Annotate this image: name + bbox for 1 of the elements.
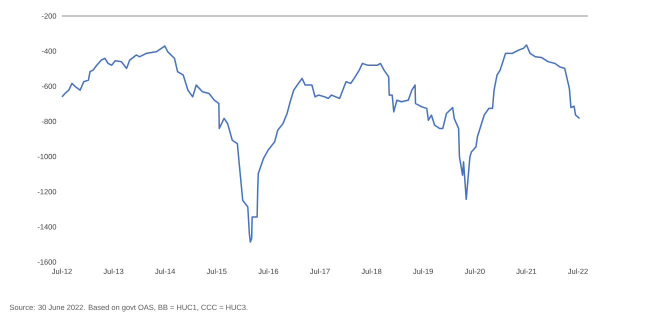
line-series <box>61 44 580 243</box>
